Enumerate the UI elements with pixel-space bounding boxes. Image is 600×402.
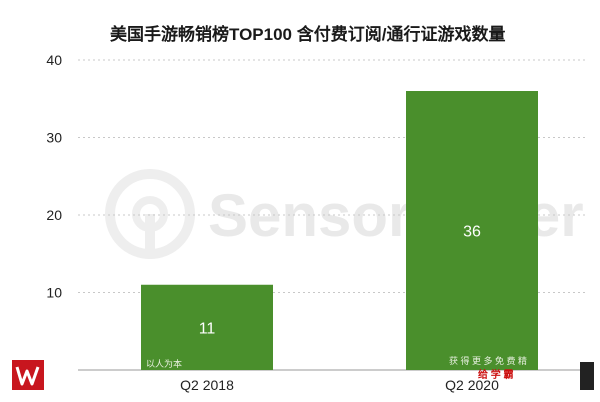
- y-tick-label: 20: [46, 207, 62, 223]
- right-corner-logo-icon: [580, 362, 594, 390]
- left-bar-overlay-text: 以人为本: [146, 358, 182, 369]
- x-tick-label: Q2 2020: [445, 377, 499, 393]
- bar: [406, 91, 538, 370]
- right-bar-overlay-text: 获 得 更 多 免 费 精: [449, 355, 527, 366]
- chart-title: 美国手游畅销榜TOP100 含付费订阅/通行证游戏数量: [110, 25, 506, 44]
- y-axis-ticks: 10 20 30 40: [46, 52, 62, 301]
- y-tick-label: 10: [46, 285, 62, 301]
- bar-value-label: 36: [463, 224, 481, 241]
- x-tick-label: Q2 2018: [180, 377, 234, 393]
- bar-value-label: 11: [199, 320, 216, 337]
- bar: [141, 284, 273, 370]
- right-bar-red-text: 给 学 霸: [478, 368, 514, 381]
- y-tick-label: 40: [46, 52, 62, 68]
- red-w-logo-icon: [12, 360, 44, 390]
- bars: 11 36: [141, 91, 538, 370]
- sensor-tower-logo-icon: [105, 169, 195, 259]
- y-tick-label: 30: [46, 130, 62, 146]
- x-axis-ticks: Q2 2018 Q2 2020: [180, 377, 499, 393]
